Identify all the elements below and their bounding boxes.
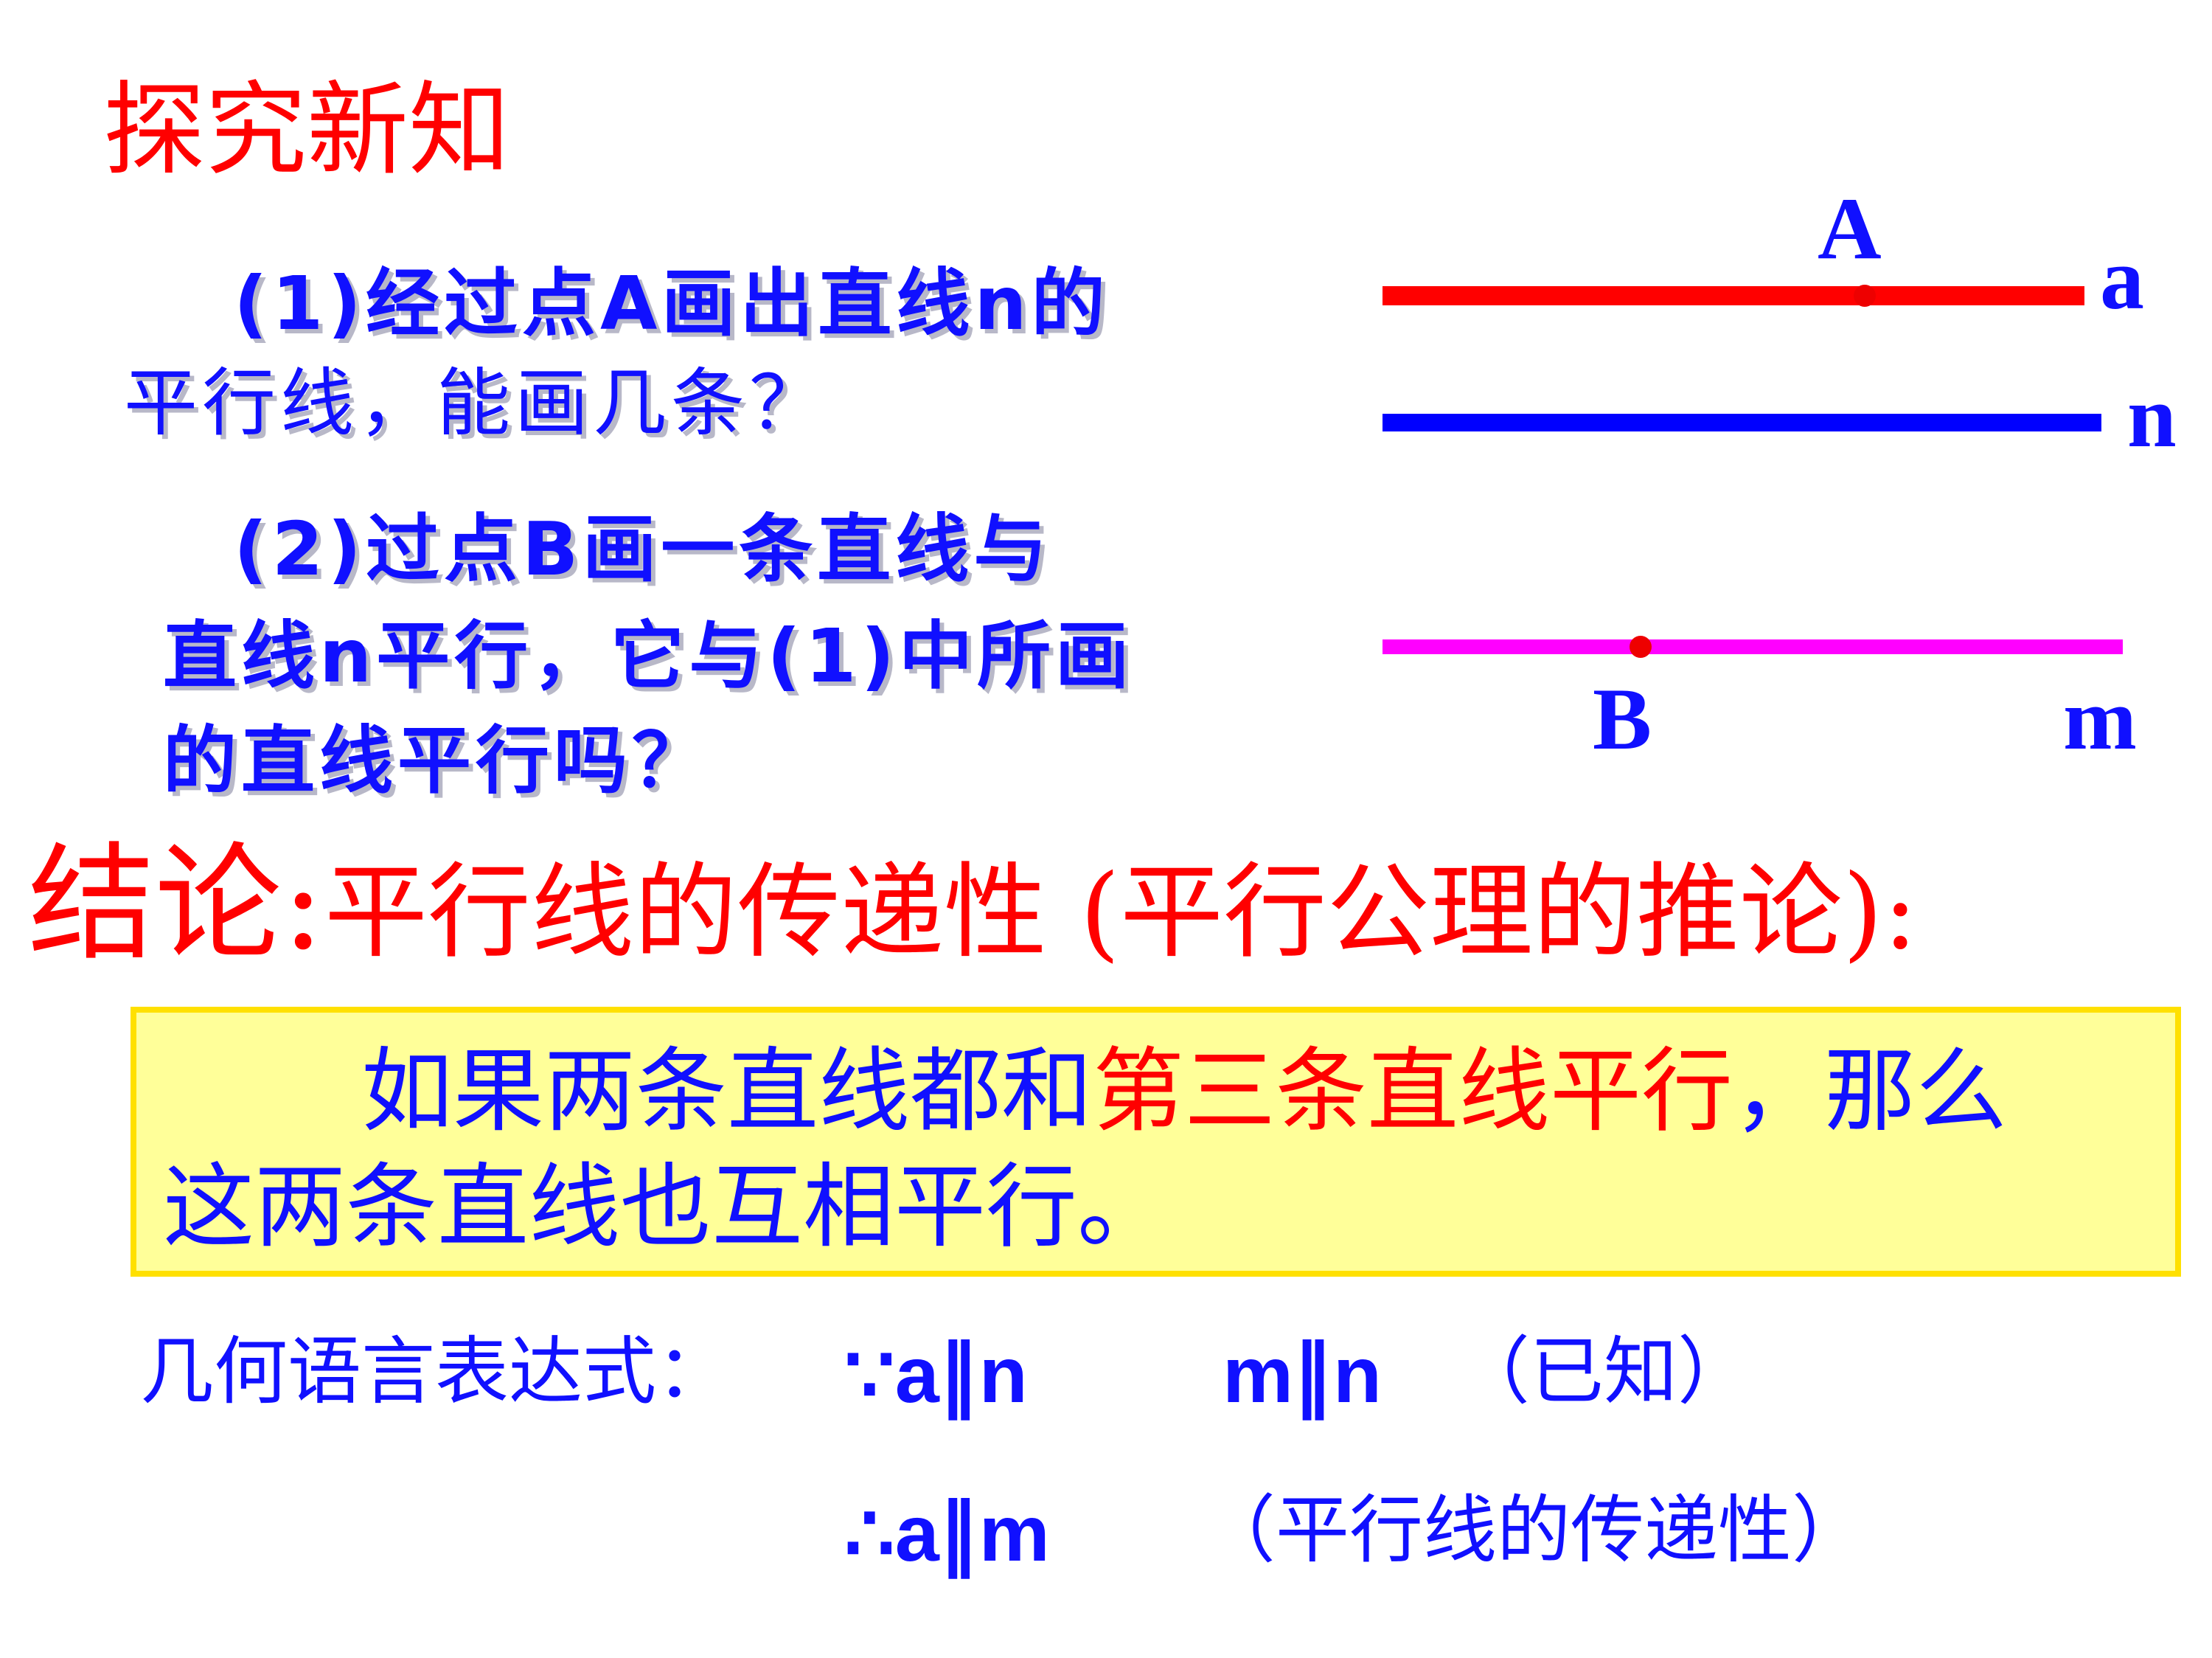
- line-n: [1382, 414, 2101, 431]
- question-1-line-1: (1)经过点A画出直线n的: [234, 260, 1110, 347]
- question-2-line-2: 直线n平行，它与(1)中所画: [163, 613, 1134, 699]
- point-b-label: B: [1593, 670, 1652, 768]
- theorem-line-2: 这两条直线也互相平行。: [163, 1154, 1169, 1260]
- question-1-line-2: 平行线，能画几条？: [124, 360, 827, 446]
- given-2: m∥n: [1222, 1330, 1382, 1419]
- point-a: [1854, 285, 1876, 307]
- given-reason: （已知）: [1456, 1328, 1751, 1415]
- theorem-line-1: 如果两条直线都和第三条直线平行，那么: [361, 1046, 2007, 1137]
- point-b: [1630, 636, 1652, 658]
- line-m: [1382, 639, 2123, 654]
- conclusion-text: 平行线的传递性 (平行公理的推论):: [324, 853, 1918, 973]
- theorem-part-2: ，那么: [1733, 1038, 2008, 1145]
- theorem-highlight: 第三条直线平行: [1093, 1038, 1733, 1145]
- result-reason: （平行线的传递性）: [1202, 1487, 1865, 1573]
- page-title: 探究新知: [103, 71, 511, 190]
- geometry-label: 几何语言表达式：: [140, 1328, 730, 1415]
- theorem-part-1: 如果两条直线都和: [361, 1038, 1093, 1145]
- theorem-box: [131, 1007, 2181, 1277]
- result: ∴a∥m: [844, 1488, 1050, 1578]
- line-a: [1382, 286, 2084, 305]
- conclusion-label: 结论:: [28, 830, 324, 978]
- question-2-line-1: (2)过点B画一条直线与: [234, 506, 1052, 592]
- point-a-label: A: [1818, 179, 1882, 277]
- line-a-label: a: [2100, 229, 2144, 327]
- line-n-label: n: [2127, 367, 2177, 465]
- given-1: ∵a∥n: [844, 1330, 1028, 1419]
- conclusion: 结论:平行线的传递性 (平行公理的推论):: [28, 841, 1918, 968]
- question-2-line-3: 的直线平行吗？: [163, 718, 710, 804]
- line-m-label: m: [2063, 670, 2137, 768]
